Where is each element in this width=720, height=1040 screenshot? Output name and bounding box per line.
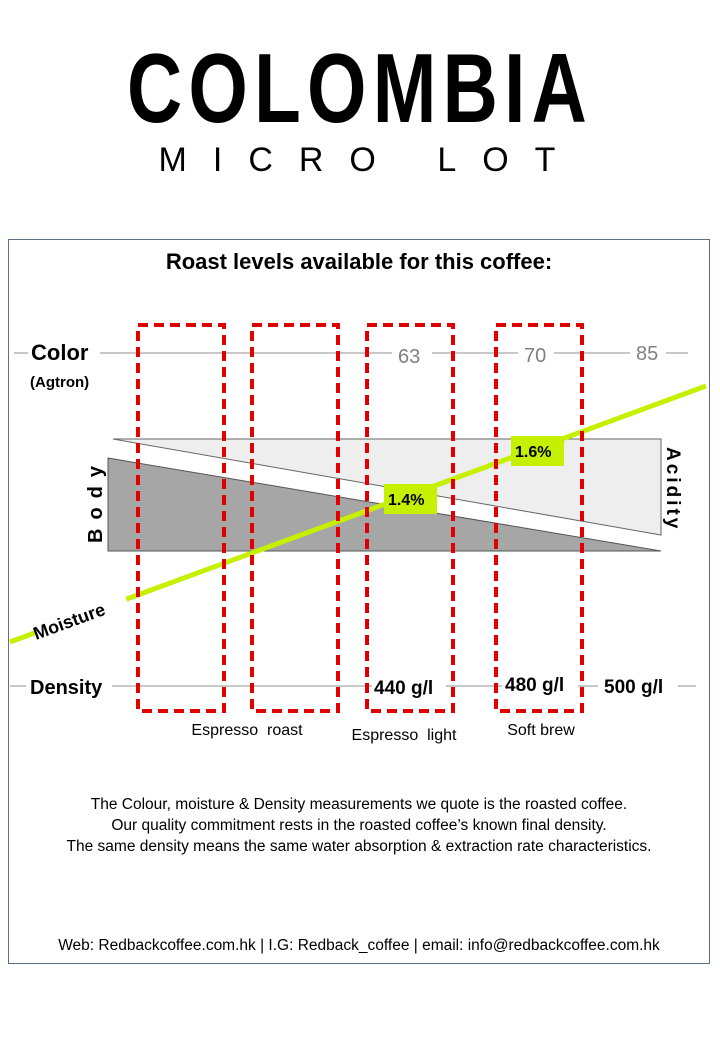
color-label-bg bbox=[28, 338, 100, 366]
density-tick-bg-440 bbox=[372, 672, 446, 700]
footer-contact: Web: Redbackcoffee.com.hk | I.G: Redback… bbox=[58, 937, 660, 954]
roast-box-4 bbox=[494, 323, 584, 713]
page-subtitle: MICRO LOT bbox=[158, 141, 582, 179]
moisture-badge-high bbox=[511, 436, 564, 466]
note-line: Our quality commitment rests in the roas… bbox=[111, 817, 607, 834]
page-title: COLOMBIA bbox=[126, 33, 594, 143]
notes: The Colour, moisture & Density measureme… bbox=[8, 794, 710, 857]
note-line: The Colour, moisture & Density measureme… bbox=[90, 796, 628, 813]
acidity-label: Acidity bbox=[662, 447, 683, 531]
color-tick-70: 70 bbox=[524, 345, 546, 367]
moisture-badge-high-text: 1.6% bbox=[515, 444, 551, 461]
roast-box-3 bbox=[365, 323, 455, 713]
moisture-badge-low-text: 1.4% bbox=[388, 492, 424, 509]
color-sublabel: (Agtron) bbox=[30, 374, 89, 391]
moisture-label-bg bbox=[28, 578, 128, 636]
roast-label-espresso-light: Espresso light bbox=[352, 727, 457, 744]
color-tick-63: 63 bbox=[398, 346, 420, 368]
density-tick-440: 440 g/l bbox=[374, 678, 433, 699]
density-tick-500: 500 g/l bbox=[604, 677, 663, 698]
density-label: Density bbox=[30, 677, 103, 699]
color-tick-bg-63 bbox=[392, 340, 432, 366]
color-label: Color bbox=[31, 340, 89, 365]
roast-label-espresso-roast: Espresso roast bbox=[191, 722, 303, 739]
color-tick-85: 85 bbox=[636, 343, 658, 365]
note-line: The same density means the same water ab… bbox=[66, 838, 652, 855]
roast-label-soft-brew: Soft brew bbox=[507, 722, 575, 739]
color-tick-bg-85 bbox=[630, 338, 666, 364]
card-heading: Roast levels available for this coffee: bbox=[165, 249, 553, 274]
color-tick-bg-70 bbox=[518, 340, 554, 366]
density-label-bg bbox=[26, 672, 112, 700]
body-label: Body bbox=[85, 457, 107, 543]
density-tick-bg-500 bbox=[598, 672, 678, 700]
roast-box-2 bbox=[250, 323, 340, 713]
moisture-badge-low bbox=[384, 484, 437, 514]
roast-box-1 bbox=[136, 323, 226, 713]
density-tick-480: 480 g/l bbox=[505, 675, 564, 696]
density-tick-bg-480 bbox=[502, 670, 578, 698]
